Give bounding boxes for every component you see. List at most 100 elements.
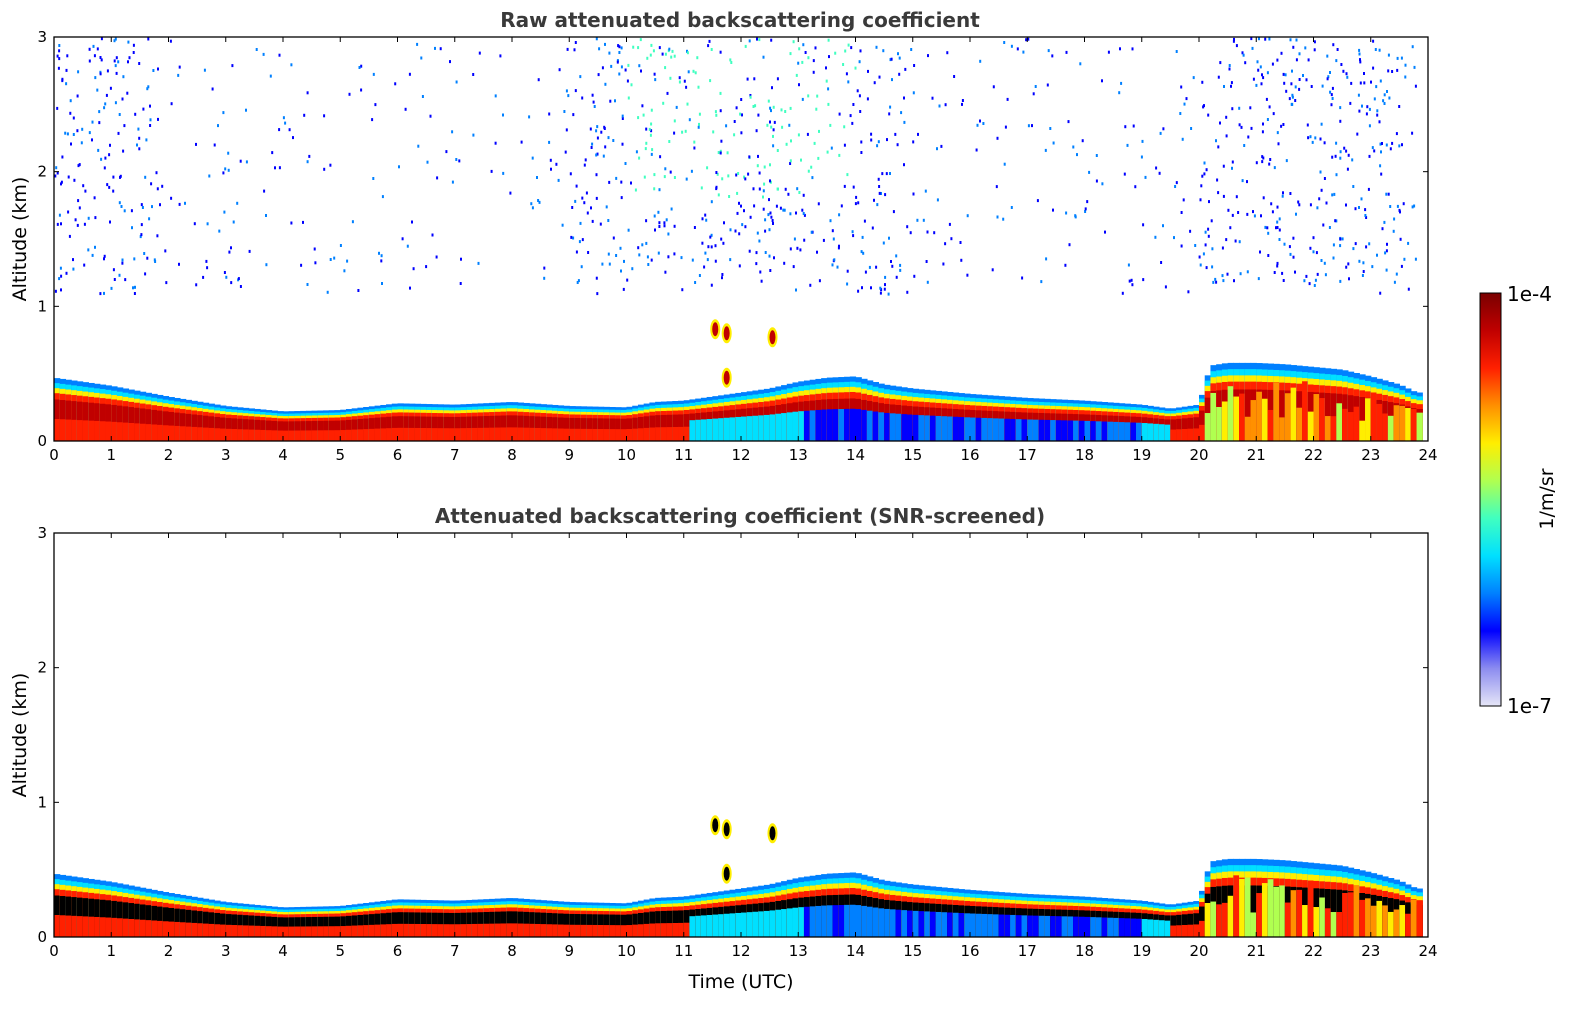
noise-pixel bbox=[1202, 252, 1205, 256]
top-x-tick-label: 4 bbox=[278, 446, 288, 464]
noise-pixel bbox=[912, 91, 915, 95]
noise-pixel bbox=[664, 167, 667, 171]
noise-pixel bbox=[543, 266, 546, 270]
noise-pixel bbox=[121, 258, 124, 262]
noise-pixel bbox=[1352, 185, 1355, 188]
noise-pixel bbox=[1003, 162, 1006, 166]
noise-pixel bbox=[592, 100, 595, 104]
noise-pixel bbox=[290, 63, 293, 67]
noise-pixel bbox=[729, 258, 732, 262]
backscatter-cell bbox=[408, 923, 416, 937]
noise-pixel bbox=[117, 131, 120, 135]
noise-pixel bbox=[290, 221, 293, 225]
noise-pixel bbox=[1276, 261, 1279, 265]
noise-pixel bbox=[1356, 132, 1359, 136]
noise-pixel bbox=[1088, 170, 1091, 174]
noise-pixel bbox=[797, 61, 800, 65]
backscatter-cell bbox=[970, 417, 977, 441]
noise-pixel bbox=[1180, 211, 1183, 214]
noise-pixel bbox=[785, 142, 788, 146]
noise-pixel bbox=[1266, 71, 1269, 75]
noise-pixel bbox=[1257, 68, 1260, 72]
backscatter-cell bbox=[637, 924, 645, 937]
noise-pixel bbox=[899, 263, 902, 267]
noise-pixel bbox=[455, 158, 458, 161]
noise-pixel bbox=[112, 189, 115, 193]
noise-pixel bbox=[1391, 141, 1394, 145]
noise-pixel bbox=[933, 231, 936, 235]
noise-pixel bbox=[721, 177, 724, 181]
noise-pixel bbox=[1361, 274, 1364, 277]
noise-pixel bbox=[58, 44, 61, 47]
noise-pixel bbox=[1404, 63, 1407, 67]
noise-pixel bbox=[650, 258, 653, 262]
bottom-y-tick-label: 3 bbox=[37, 524, 47, 542]
noise-pixel bbox=[1382, 99, 1385, 103]
noise-pixel bbox=[643, 175, 646, 179]
noise-pixel bbox=[1230, 81, 1233, 85]
noise-pixel bbox=[1264, 37, 1267, 41]
noise-pixel bbox=[66, 132, 69, 136]
noise-pixel bbox=[748, 39, 751, 43]
noise-pixel bbox=[143, 252, 146, 255]
noise-pixel bbox=[1413, 65, 1416, 69]
noise-pixel bbox=[459, 282, 462, 285]
noise-pixel bbox=[1339, 156, 1342, 160]
noise-pixel bbox=[709, 235, 712, 239]
backscatter-cell bbox=[884, 412, 891, 441]
noise-pixel bbox=[595, 196, 598, 200]
backscatter-cell bbox=[1113, 421, 1120, 441]
noise-pixel bbox=[65, 271, 68, 275]
bottom-x-tick-label: 2 bbox=[164, 942, 174, 960]
backscatter-cell bbox=[895, 413, 902, 441]
backscatter-cell bbox=[437, 924, 444, 937]
noise-pixel bbox=[1306, 123, 1309, 127]
noise-pixel bbox=[685, 85, 688, 89]
noise-pixel bbox=[810, 230, 813, 234]
bottom-x-tick-label: 11 bbox=[674, 942, 693, 960]
noise-pixel bbox=[762, 189, 765, 193]
noise-pixel bbox=[1298, 78, 1301, 81]
noise-pixel bbox=[860, 250, 863, 254]
noise-pixel bbox=[776, 149, 779, 152]
noise-pixel bbox=[849, 114, 852, 118]
backscatter-cell bbox=[99, 421, 107, 441]
noise-pixel bbox=[140, 203, 143, 207]
backscatter-cell bbox=[970, 913, 977, 937]
noise-pixel bbox=[137, 127, 140, 131]
noise-pixel bbox=[1413, 204, 1416, 208]
noise-pixel bbox=[421, 95, 424, 98]
backscatter-cell bbox=[437, 428, 444, 441]
noise-pixel bbox=[1272, 112, 1275, 116]
noise-pixel bbox=[1291, 69, 1293, 73]
noise-pixel bbox=[1365, 216, 1368, 219]
noise-pixel bbox=[1339, 150, 1342, 154]
noise-pixel bbox=[1264, 225, 1267, 229]
noise-pixel bbox=[758, 38, 761, 42]
backscatter-cell bbox=[300, 926, 307, 937]
noise-pixel bbox=[357, 289, 360, 292]
noise-pixel bbox=[798, 83, 800, 87]
noise-pixel bbox=[451, 180, 454, 184]
noise-pixel bbox=[1180, 244, 1183, 248]
backscatter-cell bbox=[1032, 915, 1040, 937]
backscatter-cell bbox=[1044, 419, 1051, 441]
backscatter-cell bbox=[775, 413, 782, 441]
noise-pixel bbox=[123, 209, 126, 213]
bottom-y-tick-label: 1 bbox=[37, 793, 47, 811]
top-chart-title: Raw attenuated backscattering coefficien… bbox=[500, 8, 980, 32]
noise-pixel bbox=[112, 175, 115, 179]
noise-pixel bbox=[1385, 192, 1388, 196]
noise-pixel bbox=[708, 39, 711, 43]
noise-pixel bbox=[621, 142, 624, 146]
noise-pixel bbox=[1067, 120, 1070, 124]
backscatter-cell bbox=[924, 911, 931, 937]
noise-pixel bbox=[195, 142, 197, 146]
noise-pixel bbox=[1374, 48, 1377, 51]
noise-pixel bbox=[91, 138, 93, 142]
noise-pixel bbox=[574, 199, 577, 203]
noise-pixel bbox=[706, 166, 709, 170]
noise-pixel bbox=[574, 41, 577, 44]
backscatter-cell bbox=[992, 418, 1000, 441]
noise-pixel bbox=[717, 193, 720, 197]
